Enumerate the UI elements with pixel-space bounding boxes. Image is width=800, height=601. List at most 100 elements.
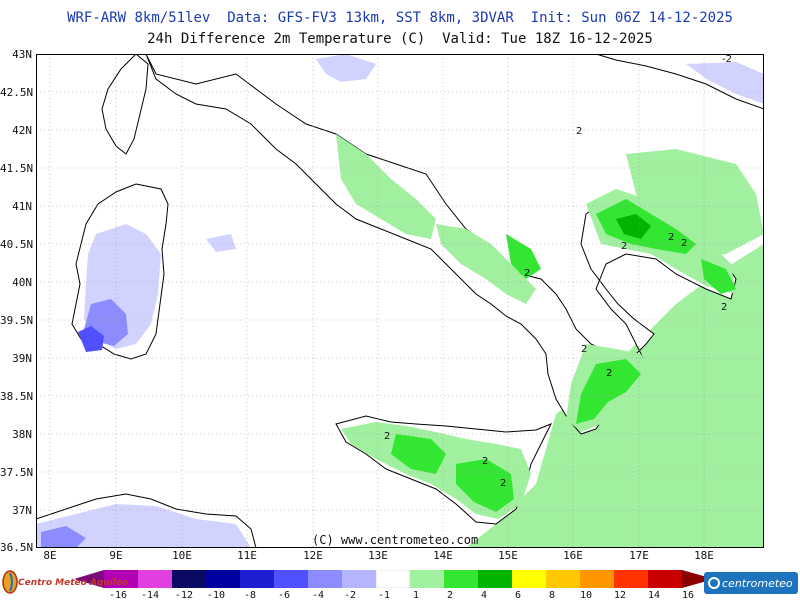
- contour-labels: 2 2 2 2 2 2 2 2 2 2 2 -2: [384, 54, 732, 489]
- lon-label: 16E: [563, 549, 583, 562]
- lon-label: 14E: [433, 549, 453, 562]
- legend-label: 14: [647, 590, 661, 601]
- lat-label: 41N: [12, 200, 32, 213]
- lat-label: 43N: [12, 48, 32, 61]
- warm-area-lazio: [336, 134, 436, 239]
- centro-meteo-aquileo-logo-icon: [2, 570, 18, 594]
- lon-label: 13E: [368, 549, 388, 562]
- lon-label: 10E: [172, 549, 192, 562]
- cold-area-sardinia-max: [78, 326, 104, 352]
- corsica-island: [101, 54, 149, 155]
- lat-label: 38N: [12, 428, 32, 441]
- contour-label: 2: [668, 232, 674, 243]
- lat-label: 37.5N: [0, 466, 34, 479]
- lat-label: 37N: [12, 504, 32, 517]
- lat-label: 41.5N: [0, 162, 34, 175]
- map-title-line1: WRF-ARW 8km/51lev Data: GFS-FV3 13km, SS…: [67, 10, 733, 26]
- centro-meteo-aquileo-logo-text: Centro Meteo Aquileo: [18, 578, 129, 588]
- legend-label: -6: [277, 590, 291, 601]
- lon-label: 11E: [237, 549, 257, 562]
- lat-label: 38.5N: [0, 390, 34, 403]
- contour-label: 2: [524, 268, 530, 279]
- legend-arrow-left: [74, 570, 104, 588]
- legend-swatch: [546, 570, 580, 588]
- centrometeo-globe-icon: [708, 577, 720, 589]
- legend-swatch: [172, 570, 206, 588]
- cold-area-central-italy: [316, 54, 376, 82]
- legend-swatch: [274, 570, 308, 588]
- map-frame: [36, 54, 764, 548]
- lon-label: 12E: [303, 549, 323, 562]
- legend-label: 4: [480, 590, 488, 601]
- contour-label: 2: [384, 431, 390, 442]
- legend-swatch: [138, 570, 172, 588]
- legend-label: -10: [206, 590, 226, 601]
- map-title-line2: 24h Difference 2m Temperature (C) Valid:…: [147, 31, 653, 47]
- lon-label: 8E: [43, 549, 57, 562]
- lon-label: 15E: [498, 549, 518, 562]
- lat-label: 42N: [12, 124, 32, 137]
- warm-area-ionian-east: [626, 149, 764, 259]
- centrometeo-logo-text: centrometeo: [722, 577, 793, 590]
- legend-swatch: [444, 570, 478, 588]
- legend-swatch: [580, 570, 614, 588]
- contour-label: 2: [500, 478, 506, 489]
- contour-label: 2: [681, 238, 687, 249]
- warm-area-puglia-max: [616, 214, 651, 239]
- legend-swatch: [206, 570, 240, 588]
- credit-text: (C) www.centrometeo.com: [312, 533, 479, 547]
- legend-swatch: [410, 570, 444, 588]
- lat-label: 40N: [12, 276, 32, 289]
- legend-label: 2: [446, 590, 454, 601]
- legend-swatch: [104, 570, 138, 588]
- legend-label: 8: [548, 590, 556, 601]
- graticule: [36, 54, 764, 548]
- cold-area-tunisia: [36, 504, 251, 548]
- lon-label: 9E: [109, 549, 123, 562]
- lat-label: 36.5N: [0, 541, 34, 554]
- legend-swatch: [308, 570, 342, 588]
- legend-swatch: [648, 570, 682, 588]
- warm-area-campania-core: [506, 234, 541, 279]
- legend-label: 1: [412, 590, 420, 601]
- centrometeo-logo: [704, 572, 798, 594]
- color-legend: [74, 570, 714, 588]
- legend-label: -16: [108, 590, 128, 601]
- contour-label: -2: [722, 54, 732, 65]
- legend-swatch: [375, 570, 411, 588]
- legend-label: 6: [514, 590, 522, 601]
- legend-swatch: [240, 570, 274, 588]
- temperature-difference-map: 2 2 2 2 2 2 2 2 2 2 2 -2: [36, 54, 764, 548]
- legend-swatch: [614, 570, 648, 588]
- lat-label: 40.5N: [0, 238, 34, 251]
- warm-area-sicily-core: [391, 434, 446, 474]
- cold-area-tunisia-core: [41, 526, 86, 548]
- legend-label: 10: [579, 590, 593, 601]
- lat-label: 39N: [12, 352, 32, 365]
- legend-arrow-right: [682, 570, 714, 588]
- legend-label: -12: [174, 590, 194, 601]
- contour-label: 2: [721, 302, 727, 313]
- lat-label: 42.5N: [0, 86, 34, 99]
- lat-label: 39.5N: [0, 314, 34, 327]
- contour-label: 2: [581, 344, 587, 355]
- legend-label: 16: [681, 590, 695, 601]
- legend-swatch: [342, 570, 376, 588]
- warm-area-calabria-core: [576, 359, 641, 424]
- contour-label: 2: [621, 241, 627, 252]
- contour-label: 2: [482, 456, 488, 467]
- warm-area-sicily-east: [456, 459, 514, 512]
- legend-label: -4: [311, 590, 325, 601]
- legend-label: 12: [613, 590, 627, 601]
- contour-label: 2: [606, 368, 612, 379]
- legend-swatch: [478, 570, 512, 588]
- legend-swatch: [512, 570, 546, 588]
- legend-label: -8: [243, 590, 257, 601]
- contour-label: 2: [576, 126, 582, 137]
- lon-label: 17E: [629, 549, 649, 562]
- lon-label: 18E: [694, 549, 714, 562]
- legend-label: -14: [140, 590, 160, 601]
- warm-area-salento: [701, 259, 736, 294]
- cold-area-tyrrhenian: [206, 234, 236, 252]
- cold-area-balkans: [686, 62, 764, 104]
